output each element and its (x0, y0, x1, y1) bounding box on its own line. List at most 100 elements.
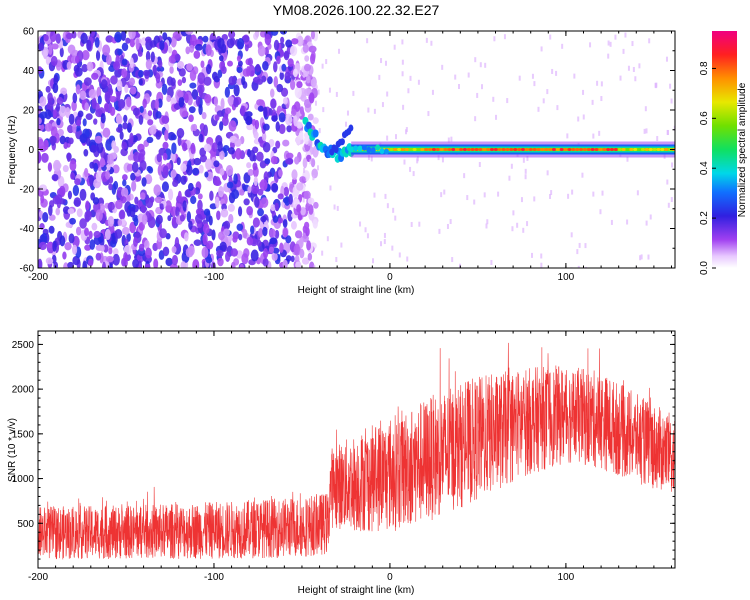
noise-blob (162, 246, 170, 257)
noise-blob (256, 151, 264, 162)
carrier-bubble (370, 147, 376, 154)
noise-blob (162, 152, 168, 161)
noise-blob (276, 55, 281, 65)
faint-speckle (550, 190, 553, 196)
noise-blob (198, 104, 203, 116)
noise-blob (303, 190, 311, 200)
noise-blob (189, 34, 197, 47)
noise-blob (155, 131, 161, 140)
faint-speckle (577, 265, 580, 268)
carrier-peak (540, 148, 545, 151)
faint-speckle (609, 41, 612, 47)
colorbar-tick-label: 0.4 (699, 161, 710, 175)
noise-blob (123, 251, 128, 263)
noise-blob (91, 222, 98, 231)
noise-blob (56, 96, 64, 106)
noise-blob (296, 121, 303, 129)
faint-speckle (313, 265, 316, 268)
noise-blob (120, 31, 127, 42)
faint-speckle (540, 253, 543, 259)
chirp-blob (305, 121, 312, 130)
noise-blob (224, 107, 232, 115)
noise-blob (51, 173, 59, 181)
noise-blob (49, 31, 57, 42)
noise-blob (83, 148, 89, 157)
noise-blob (278, 123, 286, 135)
noise-blob (162, 32, 168, 41)
noise-blob (298, 237, 304, 249)
noise-blob (74, 178, 81, 186)
noise-blob (56, 117, 61, 126)
faint-speckle (636, 190, 639, 196)
carrier-peak (610, 148, 615, 151)
faint-speckle (561, 43, 564, 49)
noise-blob (278, 112, 286, 123)
faint-speckle (598, 130, 601, 136)
carrier-peak (462, 148, 467, 151)
faint-speckle (318, 128, 321, 134)
noise-blob (185, 31, 194, 35)
carrier-peak (424, 148, 429, 151)
noise-blob (89, 174, 94, 187)
noise-blob (228, 120, 237, 132)
noise-blob (112, 248, 119, 256)
faint-speckle (518, 75, 521, 81)
noise-blob (205, 158, 213, 171)
noise-blob (129, 206, 136, 218)
carrier-peak (397, 148, 402, 151)
faint-speckle (576, 249, 579, 255)
noise-blob (124, 84, 129, 94)
faint-speckle (373, 192, 376, 198)
noise-blob (253, 176, 258, 187)
noise-blob (169, 66, 174, 74)
noise-blob (81, 64, 89, 73)
carrier-peak (582, 148, 587, 151)
noise-blob (276, 83, 284, 93)
noise-blob (139, 149, 146, 158)
spectrogram-xtick-label: -200 (28, 272, 48, 283)
noise-blob (257, 208, 264, 217)
faint-speckle (391, 245, 394, 251)
noise-blob (305, 75, 311, 84)
faint-speckle (329, 185, 332, 191)
faint-speckle (524, 174, 527, 180)
faint-speckle (398, 252, 401, 258)
colorbar-gradient (712, 31, 737, 268)
carrier-peak (447, 148, 452, 151)
noise-blob (240, 105, 246, 117)
snr-canvas (38, 342, 675, 560)
faint-speckle (592, 133, 595, 139)
noise-blob (65, 107, 71, 119)
faint-speckle (570, 232, 573, 238)
noise-blob (104, 103, 109, 113)
carrier-peak (613, 148, 618, 151)
carrier-peak (575, 148, 580, 151)
noise-blob (307, 252, 313, 261)
faint-speckle (483, 192, 486, 198)
noise-blob (59, 47, 64, 58)
noise-blob (287, 58, 294, 67)
faint-speckle (384, 193, 387, 199)
faint-speckle (546, 89, 549, 95)
noise-blob (45, 85, 51, 93)
noise-blob (198, 86, 203, 98)
noise-blob (88, 258, 94, 267)
noise-blob (155, 72, 161, 84)
noise-blob (279, 242, 284, 253)
noise-blob (289, 79, 296, 91)
faint-speckle (526, 221, 529, 227)
noise-blob (277, 193, 284, 200)
colorbar-tick-label: 0.2 (699, 211, 710, 225)
noise-blob (178, 96, 185, 108)
noise-blob (262, 226, 268, 237)
faint-speckle (510, 163, 513, 169)
noise-blob (186, 63, 193, 71)
faint-speckle (405, 266, 408, 268)
noise-blob (279, 31, 288, 35)
noise-blob (307, 113, 314, 121)
noise-blob (310, 158, 316, 168)
faint-speckle (326, 236, 329, 242)
snr-ytick-label: 1500 (12, 429, 35, 440)
noise-blob (263, 171, 269, 182)
